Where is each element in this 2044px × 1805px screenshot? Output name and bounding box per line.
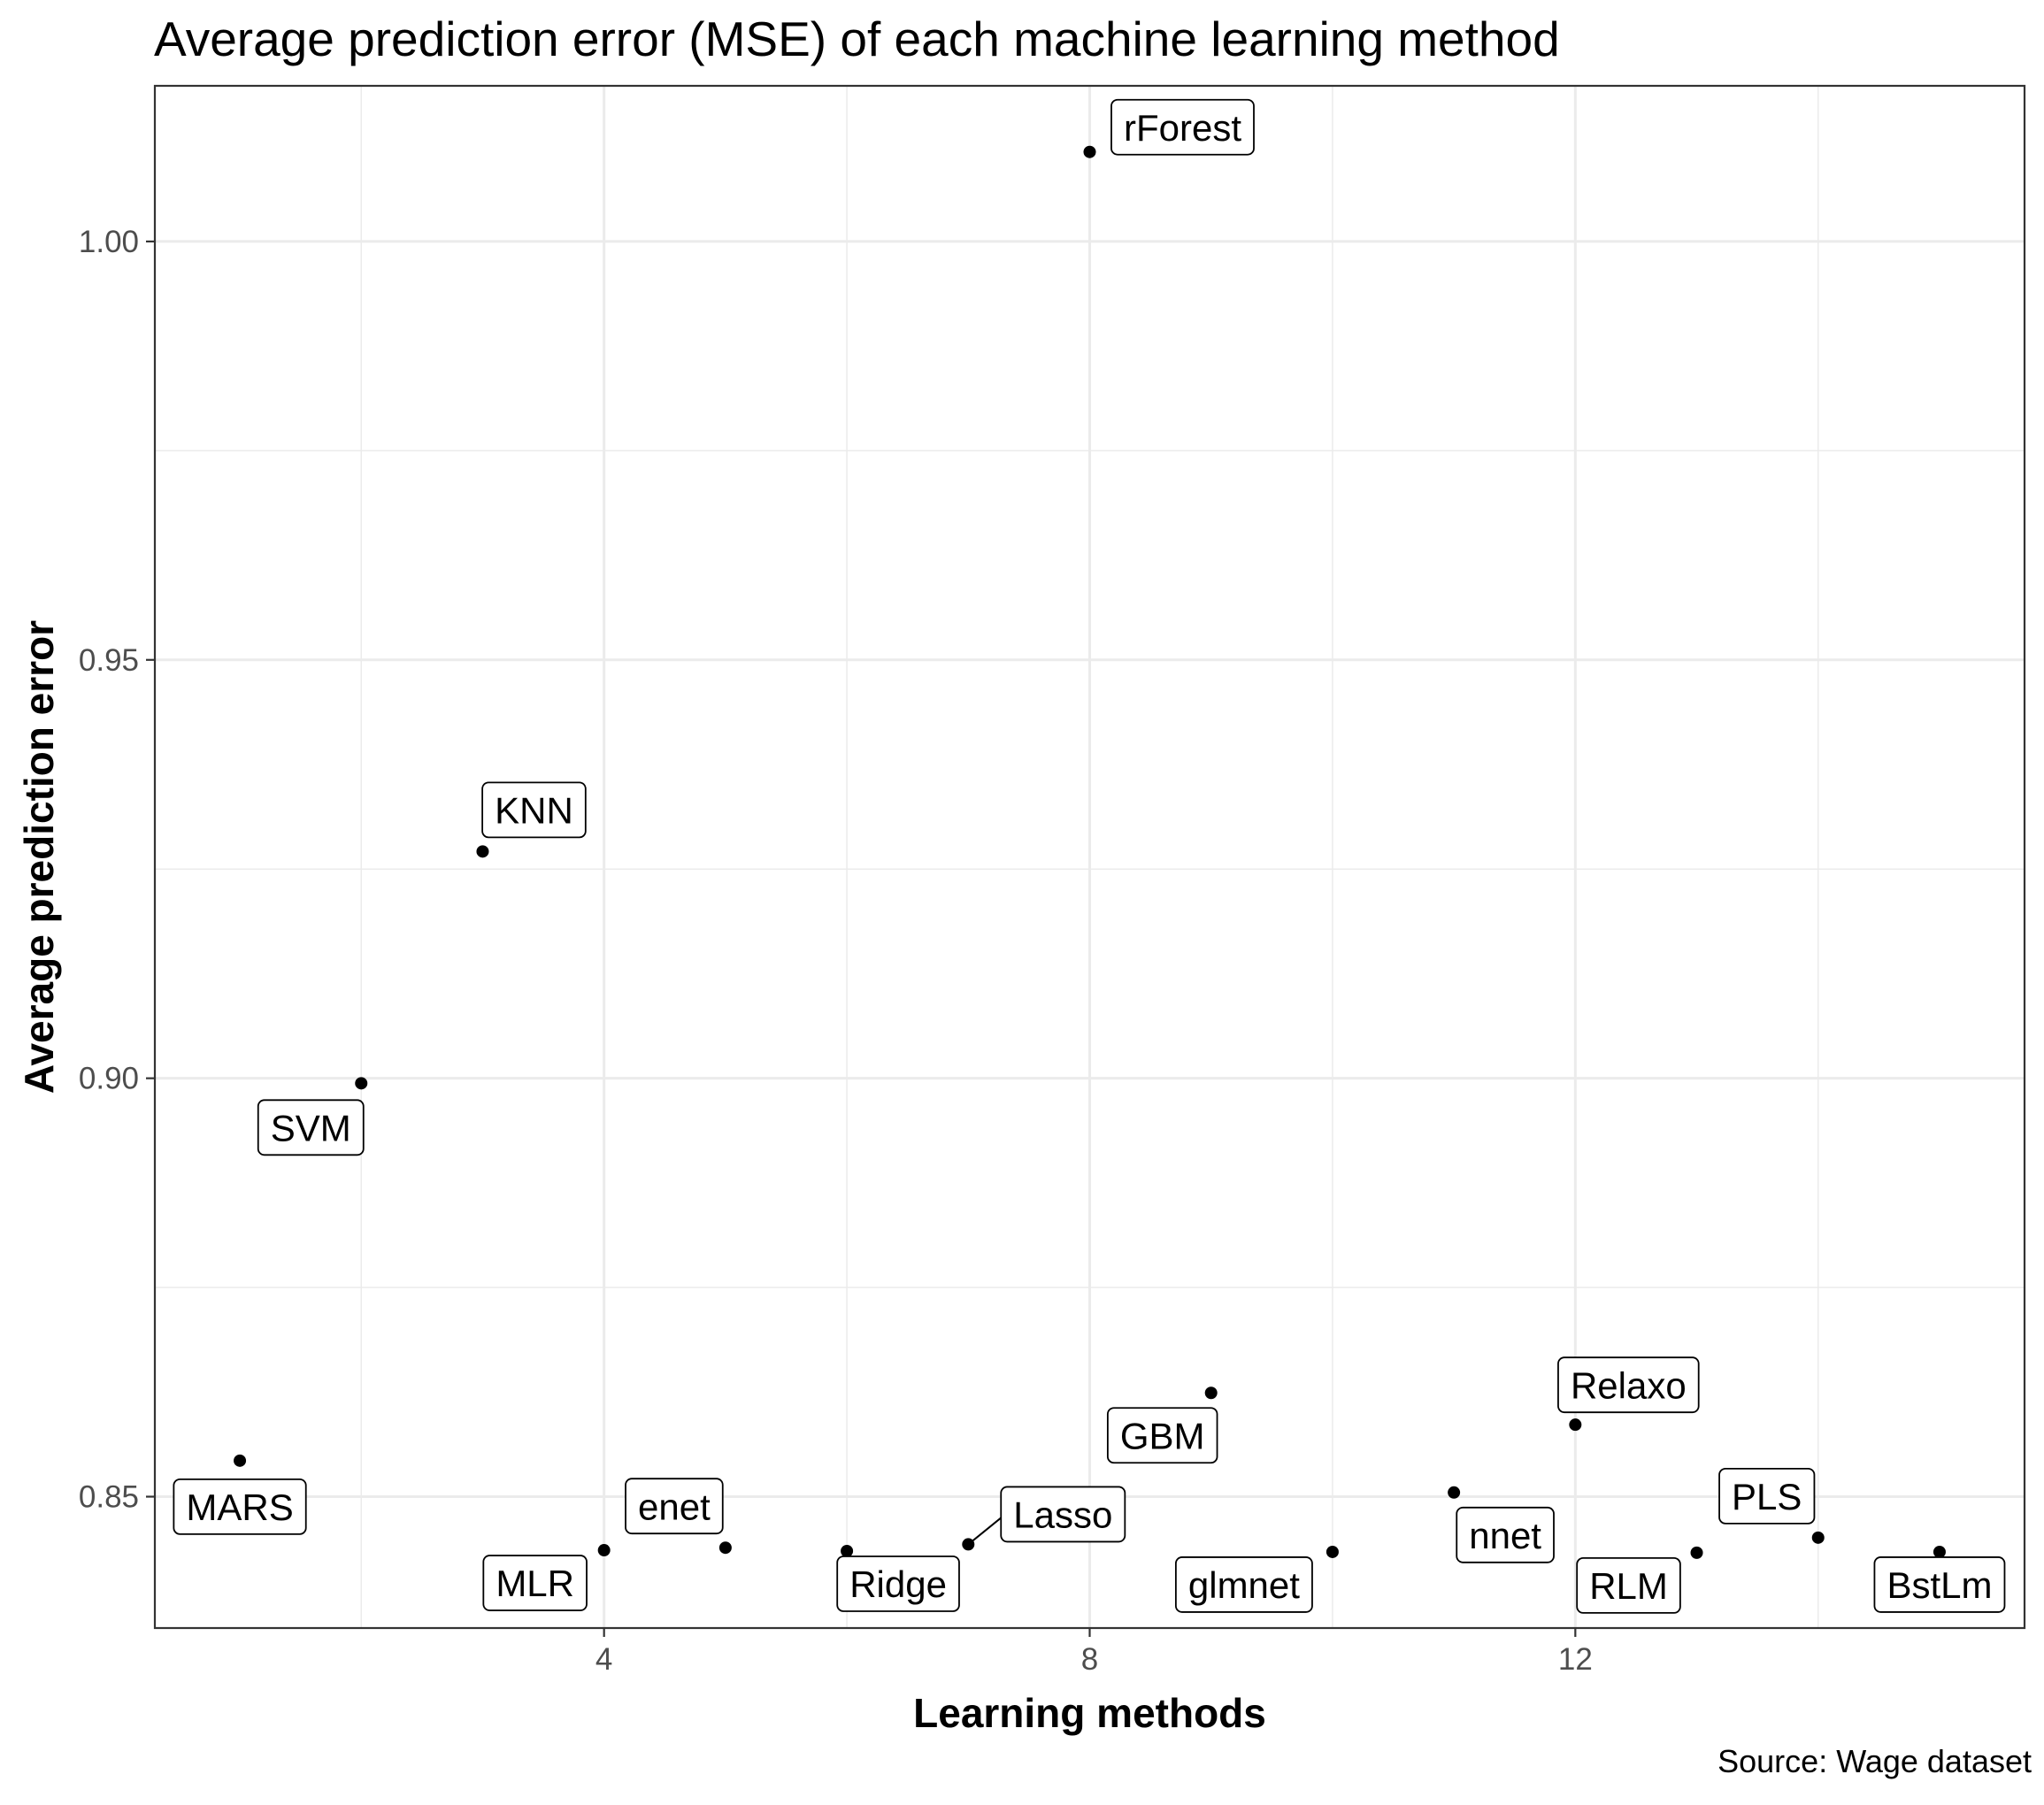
- label-box: [1106, 1407, 1218, 1464]
- label-lasso: Lasso: [1000, 1486, 1126, 1543]
- label-box: [1576, 1556, 1681, 1614]
- label-text: MARS: [186, 1486, 293, 1528]
- y-axis: 0.85 0.90 0.95 1.00: [79, 225, 155, 1515]
- label-rforest: rForest: [1110, 98, 1255, 156]
- label-text: Lasso: [1013, 1494, 1112, 1536]
- label-box: [1557, 1356, 1700, 1414]
- point-glmnet: [1326, 1545, 1339, 1558]
- label-text: SVM: [271, 1107, 351, 1148]
- label-box: [1000, 1486, 1126, 1543]
- point-pls: [1811, 1531, 1825, 1544]
- label-box: [1873, 1556, 2006, 1613]
- x-axis: 4 8 12: [596, 1628, 1593, 1677]
- label-connector: [967, 1517, 1002, 1546]
- x-tick-label: 8: [1081, 1642, 1098, 1677]
- y-tick-label: 0.90: [79, 1062, 139, 1096]
- label-box: [625, 1478, 724, 1535]
- y-tick-label: 0.95: [79, 643, 139, 678]
- point-ridge: [841, 1544, 854, 1557]
- label-text: GBM: [1120, 1415, 1205, 1456]
- label-mars: MARS: [173, 1478, 307, 1535]
- label-svm: SVM: [257, 1099, 365, 1156]
- label-glmnet: glmnet: [1174, 1556, 1313, 1613]
- y-tick-label: 1.00: [79, 225, 139, 259]
- label-text: glmnet: [1188, 1564, 1300, 1606]
- major-gridlines: [155, 86, 2025, 1628]
- data-labels: MARS SVM KNN MLR enet Ridge Lasso rForest GBM glm…: [173, 98, 2006, 1614]
- point-rlm: [1690, 1546, 1703, 1559]
- label-ridge: Ridge: [836, 1555, 960, 1612]
- x-axis-title: Learning methods: [913, 1690, 1266, 1736]
- label-text: MLR: [496, 1563, 574, 1604]
- label-bstlm: BstLm: [1873, 1556, 2006, 1613]
- label-knn: KNN: [481, 781, 587, 839]
- x-tick-label: 12: [1558, 1642, 1593, 1677]
- point-svm: [355, 1077, 368, 1090]
- point-nnet: [1448, 1486, 1461, 1499]
- label-rlm: RLM: [1576, 1556, 1681, 1614]
- source-caption: Source: Wage dataset: [1717, 1743, 2032, 1779]
- label-mlr: MLR: [482, 1555, 588, 1611]
- y-axis-title: Average prediction error: [16, 620, 62, 1094]
- x-tick-label: 4: [596, 1642, 612, 1677]
- label-box: [257, 1099, 365, 1156]
- label-relaxo: Relaxo: [1557, 1356, 1700, 1414]
- label-box: [836, 1555, 960, 1612]
- label-text: KNN: [495, 789, 573, 831]
- point-lasso: [962, 1538, 975, 1551]
- label-text: Relaxo: [1571, 1364, 1687, 1406]
- chart-title: Average prediction error (MSE) of each m…: [154, 12, 1560, 66]
- point-knn: [476, 845, 489, 858]
- label-box: [1718, 1467, 1816, 1525]
- label-box: [1456, 1506, 1555, 1563]
- label-box: [1110, 98, 1255, 156]
- label-gbm: GBM: [1106, 1407, 1218, 1464]
- label-connectors: [967, 1517, 1002, 1546]
- label-text: enet: [638, 1486, 711, 1527]
- label-nnet: nnet: [1456, 1506, 1555, 1563]
- label-text: Ridge: [849, 1563, 947, 1605]
- label-box: [481, 781, 587, 839]
- point-bstlm: [1933, 1545, 1946, 1558]
- label-text: nnet: [1469, 1515, 1541, 1556]
- data-points: [234, 145, 1946, 1559]
- label-box: [1174, 1556, 1313, 1613]
- label-pls: PLS: [1718, 1467, 1816, 1525]
- label-enet: enet: [625, 1478, 724, 1535]
- point-rforest: [1083, 145, 1096, 158]
- point-mlr: [597, 1544, 611, 1557]
- point-gbm: [1204, 1386, 1218, 1400]
- point-enet: [718, 1541, 732, 1555]
- point-relaxo: [1569, 1418, 1582, 1432]
- label-text: BstLm: [1886, 1564, 1992, 1606]
- y-tick-label: 0.85: [79, 1480, 139, 1515]
- label-text: rForest: [1124, 107, 1241, 149]
- point-mars: [234, 1454, 247, 1467]
- label-box: [173, 1478, 307, 1535]
- label-text: RLM: [1589, 1565, 1668, 1607]
- label-text: PLS: [1732, 1476, 1802, 1517]
- label-box: [482, 1555, 588, 1611]
